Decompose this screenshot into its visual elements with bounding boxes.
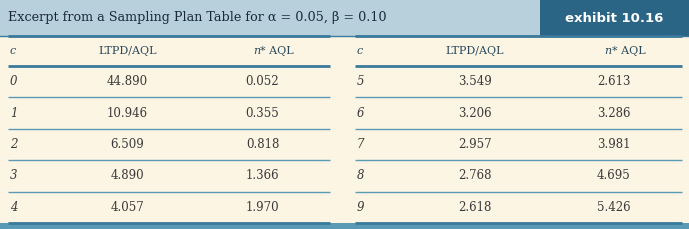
- Text: LTPD/AQL: LTPD/AQL: [446, 46, 504, 56]
- Text: 1.970: 1.970: [246, 201, 279, 214]
- Bar: [0, 0, 689, 36]
- Text: 3.286: 3.286: [597, 107, 630, 120]
- Text: 2.613: 2.613: [597, 75, 630, 88]
- Bar: [0, 223, 689, 229]
- Text: 44.890: 44.890: [107, 75, 148, 88]
- Text: 3.206: 3.206: [458, 107, 492, 120]
- Text: 8: 8: [357, 169, 364, 183]
- Text: 2.957: 2.957: [458, 138, 492, 151]
- Text: 4: 4: [10, 201, 17, 214]
- Text: c: c: [357, 46, 363, 56]
- Text: 1.366: 1.366: [246, 169, 279, 183]
- Text: 4.890: 4.890: [111, 169, 144, 183]
- Text: 9: 9: [357, 201, 364, 214]
- Text: exhibit 10.16: exhibit 10.16: [565, 11, 664, 25]
- Text: 2: 2: [10, 138, 17, 151]
- Text: 4.057: 4.057: [111, 201, 145, 214]
- Text: LTPD/AQL: LTPD/AQL: [99, 46, 157, 56]
- Text: * AQL: * AQL: [260, 46, 294, 56]
- Text: 3.981: 3.981: [597, 138, 630, 151]
- Text: 10.946: 10.946: [107, 107, 148, 120]
- Text: 0.052: 0.052: [246, 75, 279, 88]
- Text: 1: 1: [10, 107, 17, 120]
- Text: 2.768: 2.768: [458, 169, 492, 183]
- Text: 3.549: 3.549: [458, 75, 492, 88]
- Text: Excerpt from a Sampling Plan Table for α = 0.05, β = 0.10: Excerpt from a Sampling Plan Table for α…: [8, 11, 387, 25]
- Text: 5.426: 5.426: [597, 201, 630, 214]
- Text: n: n: [254, 46, 260, 56]
- Text: 0.818: 0.818: [246, 138, 279, 151]
- Bar: [540, 0, 689, 36]
- Text: 6.509: 6.509: [111, 138, 145, 151]
- Text: 3: 3: [10, 169, 17, 183]
- Text: c: c: [10, 46, 17, 56]
- Text: 0: 0: [10, 75, 17, 88]
- Text: 2.618: 2.618: [458, 201, 492, 214]
- Text: 7: 7: [357, 138, 364, 151]
- Text: 6: 6: [357, 107, 364, 120]
- Text: * AQL: * AQL: [612, 46, 645, 56]
- Text: 4.695: 4.695: [597, 169, 630, 183]
- Text: 5: 5: [357, 75, 364, 88]
- Text: 0.355: 0.355: [245, 107, 279, 120]
- Text: n: n: [604, 46, 612, 56]
